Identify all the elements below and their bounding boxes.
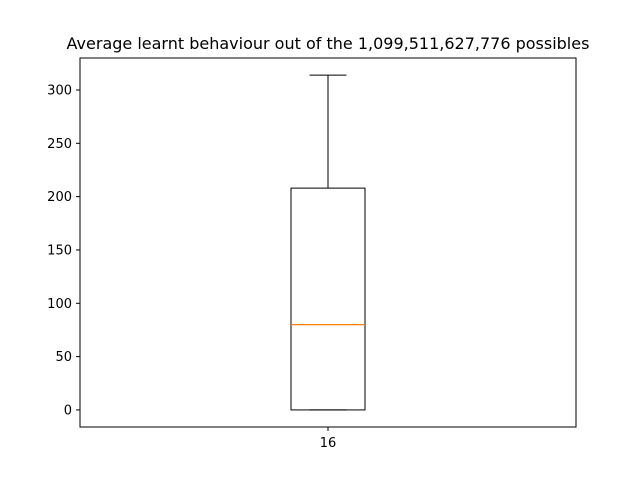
y-tick-label: 50 — [55, 350, 72, 365]
y-tick-label: 0 — [64, 403, 72, 418]
chart-title: Average learnt behaviour out of the 1,09… — [67, 34, 590, 53]
x-tick-label: 16 — [320, 436, 337, 451]
y-axis: 0 50 100 150 200 250 300 — [47, 83, 80, 418]
y-tick-label: 100 — [47, 297, 72, 312]
iqr-box — [290, 187, 366, 411]
box-series — [290, 74, 366, 411]
y-tick-label: 150 — [47, 243, 72, 258]
box-16 — [290, 74, 366, 411]
y-tick-label: 250 — [47, 137, 72, 152]
y-tick-label: 200 — [47, 190, 72, 205]
x-axis: 16 — [320, 427, 337, 451]
y-tick-label: 300 — [47, 83, 72, 98]
